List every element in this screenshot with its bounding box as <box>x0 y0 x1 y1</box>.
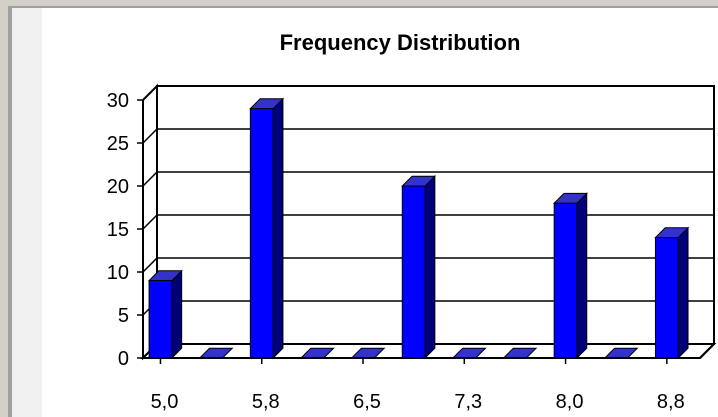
y-tick-label: 10 <box>107 262 129 284</box>
gridline <box>142 85 714 101</box>
x-tick-label: 6,5 <box>353 391 381 413</box>
y-tick-label: 25 <box>107 133 129 155</box>
bar <box>249 108 274 359</box>
gridline <box>142 214 714 230</box>
y-tick-label: 0 <box>118 348 129 370</box>
x-tick-label: 7,3 <box>454 391 482 413</box>
panel-left-shade <box>12 8 42 417</box>
y-tick-label: 20 <box>107 176 129 198</box>
y-tick-label: 15 <box>107 219 129 241</box>
bar <box>148 280 173 359</box>
gridline <box>142 128 714 144</box>
bar <box>401 185 426 359</box>
bar <box>654 237 679 359</box>
chart-title: Frequency Distribution <box>280 30 521 55</box>
x-axis-depth <box>699 343 715 359</box>
bar-side <box>576 192 588 360</box>
x-tick-label: 5,8 <box>252 391 280 413</box>
bar-side <box>424 174 436 360</box>
plot-area: 0 5 10 15 20 25 30 5,0 5,8 6,5 7,3 8,0 8,8 <box>107 83 717 413</box>
bar-side <box>171 269 183 360</box>
gridline <box>142 171 714 187</box>
x-tick-label: 8,0 <box>556 391 584 413</box>
x-tick-label: 5,0 <box>151 391 179 413</box>
gridline <box>142 257 714 273</box>
bar-side <box>272 97 284 360</box>
y-tick-label: 30 <box>107 90 129 112</box>
y-tick-label: 5 <box>118 305 129 327</box>
x-tick-label: 8,8 <box>657 391 685 413</box>
bar <box>553 202 578 359</box>
bar-side <box>677 226 689 360</box>
